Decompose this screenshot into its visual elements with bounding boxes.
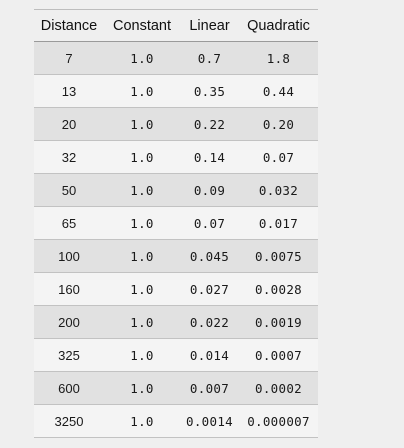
table-row: 13 1.0 0.35 0.44 [34, 74, 318, 108]
cell-constant: 1.0 [130, 314, 154, 330]
cell-distance: 7 [65, 50, 73, 66]
header-quadratic: Quadratic [247, 17, 310, 34]
table-row: 65 1.0 0.07 0.017 [34, 206, 318, 240]
cell-distance: 160 [58, 281, 80, 297]
cell-quadratic: 0.44 [262, 83, 295, 99]
cell-constant: 1.0 [130, 347, 154, 363]
table-row: 3250 1.0 0.0014 0.000007 [34, 404, 318, 438]
cell-constant: 1.0 [130, 380, 154, 396]
table-row: 100 1.0 0.045 0.0075 [34, 239, 318, 273]
header-distance: Distance [40, 17, 98, 34]
cell-linear: 0.027 [189, 281, 230, 297]
cell-linear: 0.09 [193, 182, 226, 198]
cell-quadratic: 0.000007 [247, 413, 310, 429]
cell-linear: 0.14 [193, 149, 226, 165]
cell-quadratic: 1.8 [266, 50, 291, 66]
cell-distance: 200 [58, 314, 80, 330]
cell-constant: 1.0 [130, 182, 154, 198]
cell-quadratic: 0.0002 [255, 380, 302, 396]
cell-linear: 0.35 [193, 83, 226, 99]
cell-linear: 0.007 [189, 380, 230, 396]
cell-constant: 1.0 [130, 248, 154, 264]
cell-constant: 1.0 [130, 83, 154, 99]
cell-linear: 0.0014 [186, 413, 233, 429]
table-row: 200 1.0 0.022 0.0019 [34, 305, 318, 339]
table-body: 7 1.0 0.7 1.8 13 1.0 0.35 0.44 20 1.0 0.… [34, 41, 318, 438]
header-row: Distance Constant Linear Quadratic [34, 9, 318, 42]
header-constant: Constant [112, 17, 172, 34]
cell-quadratic: 0.07 [262, 149, 295, 165]
cell-distance: 325 [58, 347, 80, 363]
cell-quadratic: 0.0007 [255, 347, 302, 363]
cell-constant: 1.0 [130, 413, 154, 429]
table-row: 160 1.0 0.027 0.0028 [34, 272, 318, 306]
cell-constant: 1.0 [130, 281, 154, 297]
cell-linear: 0.22 [193, 116, 226, 132]
table-row: 50 1.0 0.09 0.032 [34, 173, 318, 207]
table-header: Distance Constant Linear Quadratic [34, 9, 318, 42]
cell-linear: 0.07 [193, 215, 226, 231]
cell-distance: 20 [61, 116, 77, 132]
attenuation-table: Distance Constant Linear Quadratic 7 1.0… [34, 9, 318, 438]
cell-constant: 1.0 [130, 215, 154, 231]
cell-distance: 600 [58, 380, 80, 396]
cell-quadratic: 0.032 [258, 182, 299, 198]
table-row: 7 1.0 0.7 1.8 [34, 41, 318, 75]
cell-distance: 32 [61, 149, 77, 165]
cell-distance: 50 [61, 182, 77, 198]
cell-quadratic: 0.0075 [255, 248, 302, 264]
cell-distance: 100 [58, 248, 80, 264]
cell-quadratic: 0.0028 [255, 281, 302, 297]
table-row: 32 1.0 0.14 0.07 [34, 140, 318, 174]
cell-linear: 0.045 [189, 248, 230, 264]
table-row: 325 1.0 0.014 0.0007 [34, 338, 318, 372]
cell-quadratic: 0.0019 [255, 314, 302, 330]
cell-distance: 65 [61, 215, 77, 231]
table-row: 600 1.0 0.007 0.0002 [34, 371, 318, 405]
cell-linear: 0.014 [189, 347, 230, 363]
cell-linear: 0.7 [197, 50, 222, 66]
cell-quadratic: 0.20 [262, 116, 295, 132]
header-linear: Linear [189, 17, 230, 34]
table-row: 20 1.0 0.22 0.20 [34, 107, 318, 141]
cell-constant: 1.0 [130, 149, 154, 165]
cell-distance: 13 [61, 83, 77, 99]
cell-constant: 1.0 [130, 50, 154, 66]
cell-quadratic: 0.017 [258, 215, 299, 231]
cell-distance: 3250 [54, 413, 84, 429]
attenuation-table-container: Distance Constant Linear Quadratic 7 1.0… [34, 9, 318, 438]
cell-linear: 0.022 [189, 314, 230, 330]
cell-constant: 1.0 [130, 116, 154, 132]
